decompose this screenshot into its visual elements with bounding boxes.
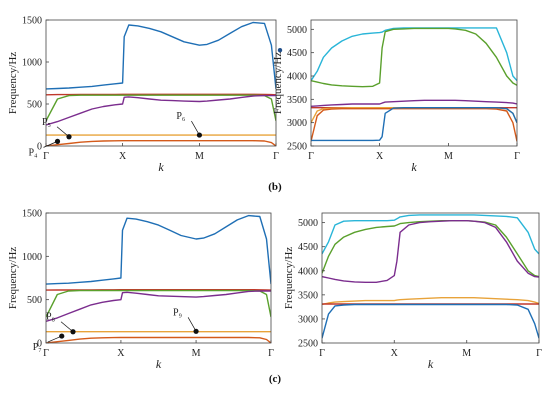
y-axis-label: Frequency/Hz — [272, 52, 284, 114]
y-tick-label: 4000 — [287, 72, 307, 83]
series-line-1 — [46, 214, 271, 285]
series-line-1 — [311, 27, 517, 82]
annotation-point — [66, 134, 72, 140]
y-tick-label: 4500 — [298, 242, 318, 253]
y-tick-label: 4500 — [287, 48, 307, 59]
y-tick-label: 3000 — [298, 314, 318, 325]
series-line-4 — [322, 297, 539, 306]
chart-panel-3: 0 500 1000 1500 Γ X M Γ Frequency/Hz k P₈ P₇ P₉ — [7, 209, 274, 372]
series-group — [46, 214, 271, 343]
x-tick-label: Γ — [308, 151, 314, 162]
series-line-4 — [46, 290, 271, 322]
figure-caption: (b) — [268, 181, 282, 193]
x-tick-label: Γ — [319, 348, 325, 359]
y-tick-label: 500 — [27, 100, 42, 111]
annotation-point — [196, 132, 203, 138]
series-group — [46, 21, 276, 146]
x-tick-label: X — [376, 151, 384, 162]
annotation-label: P₄ — [28, 147, 38, 158]
y-tick-label: 500 — [27, 295, 42, 306]
x-tick-label: M — [192, 348, 201, 359]
annotation-label: P₉ — [173, 307, 183, 318]
x-axis-label: k — [156, 357, 162, 371]
annotation-point — [70, 329, 76, 335]
series-line-1 — [322, 214, 539, 255]
series-line-3 — [46, 94, 276, 122]
x-axis-label: k — [428, 357, 434, 371]
x-tick-label: Γ — [43, 348, 49, 359]
x-tick-label: Γ — [43, 151, 49, 162]
series-line-6 — [46, 336, 271, 343]
y-axis-label: Frequency/Hz — [283, 247, 295, 309]
chart-panel-2: 2500 3000 3500 4000 4500 5000 Γ X M Γ Frequency/Hz… — [272, 19, 520, 174]
x-axis-label: k — [158, 160, 164, 174]
chart-panel-1: 0 500 1000 1500 Γ X M Γ Frequency/Hz k P₅ P₄ P₆ — [7, 16, 283, 174]
series-line-6 — [311, 108, 517, 142]
y-tick-label: 2500 — [287, 142, 307, 153]
series-group — [322, 214, 539, 339]
x-tick-label: X — [119, 151, 127, 162]
y-axis-label: Frequency/Hz — [7, 52, 19, 114]
figure-caption: (c) — [269, 373, 282, 385]
x-tick-label: Γ — [514, 151, 520, 162]
y-tick-label: 1500 — [22, 209, 42, 220]
x-tick-label: Γ — [268, 348, 274, 359]
y-tick-label: 0 — [37, 142, 42, 153]
x-tick-label: M — [195, 151, 204, 162]
x-tick-label: X — [391, 348, 399, 359]
x-tick-label: Γ — [536, 348, 542, 359]
series-line-4 — [46, 94, 276, 126]
series-line-3 — [311, 99, 517, 107]
series-line-1 — [46, 21, 276, 90]
annotation-label: P₅ — [42, 117, 51, 128]
y-tick-label: 3000 — [287, 118, 307, 129]
x-axis-label: k — [411, 160, 417, 174]
y-axis-label: Frequency/Hz — [7, 247, 19, 309]
y-tick-label: 5000 — [287, 25, 307, 36]
y-tick-label: 2500 — [298, 339, 318, 350]
annotation-leader — [187, 317, 197, 332]
plot-frame — [310, 19, 518, 147]
series-line-2 — [311, 27, 517, 88]
plot-frame — [45, 19, 277, 147]
series-line-3 — [322, 220, 539, 283]
annotation-point — [193, 328, 199, 334]
y-tick-label: 1000 — [22, 58, 42, 69]
plot-frame — [45, 212, 272, 344]
y-tick-label: 1500 — [22, 16, 42, 27]
side-marker — [277, 48, 283, 53]
series-line-2 — [322, 220, 539, 278]
series-line-5 — [311, 107, 517, 124]
series-line-3 — [46, 289, 271, 318]
y-tick-label: 4000 — [298, 266, 318, 277]
x-tick-label: Γ — [273, 151, 279, 162]
y-tick-label: 3500 — [298, 290, 318, 301]
annotation-label: P₈ — [46, 312, 56, 323]
annotation-point — [59, 333, 65, 339]
y-tick-label: 5000 — [298, 218, 318, 229]
annotation-label: P₆ — [176, 111, 186, 122]
x-tick-label: M — [462, 348, 471, 359]
y-tick-label: 0 — [37, 339, 42, 350]
x-tick-label: X — [117, 348, 125, 359]
x-tick-label: M — [444, 151, 453, 162]
y-tick-label: 3500 — [287, 95, 307, 106]
annotation-label: P₇ — [33, 342, 42, 353]
series-line-6 — [46, 140, 276, 146]
series-line-7 — [311, 107, 517, 142]
y-tick-label: 1000 — [22, 252, 42, 263]
plot-frame — [321, 212, 540, 344]
annotation-leader — [56, 126, 70, 138]
series-group — [311, 27, 517, 142]
annotation-leader — [191, 120, 200, 136]
chart-panel-4: 2500 3000 3500 4000 4500 5000 Γ X M Γ Frequency/Hz… — [283, 212, 542, 371]
series-line-6 — [322, 303, 539, 339]
annotation-point — [54, 138, 61, 144]
annotation-leader — [60, 321, 74, 333]
